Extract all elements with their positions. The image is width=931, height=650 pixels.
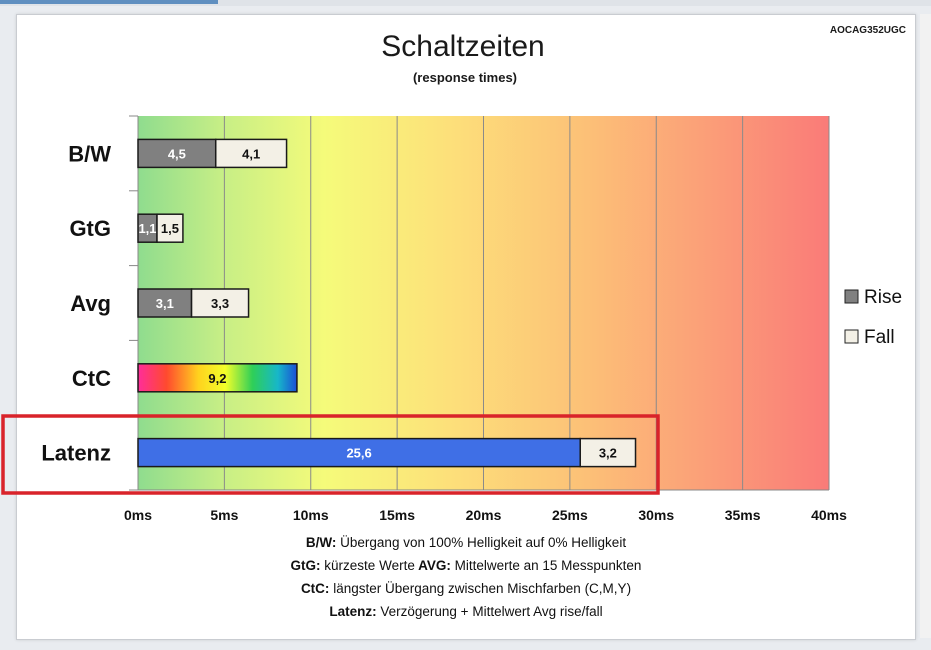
note-term: GtG: <box>291 558 321 573</box>
note-text: Übergang von 100% Helligkeit auf 0% Hell… <box>336 535 626 550</box>
note-term: Latenz: <box>329 604 376 619</box>
x-tick-label: 40ms <box>811 507 847 523</box>
x-tick-labels: 0ms 5ms 10ms 15ms 20ms 25ms 30ms 35ms 40ms <box>124 507 847 523</box>
x-tick-label: 30ms <box>638 507 674 523</box>
explanation-notes: B/W: Übergang von 100% Helligkeit auf 0%… <box>291 535 642 619</box>
bar-value-label: 3,3 <box>211 296 229 311</box>
x-tick-label: 25ms <box>552 507 588 523</box>
latenz-highlight-box <box>1 414 660 495</box>
bar-value-label: 1,5 <box>161 221 179 236</box>
x-tick-label: 10ms <box>293 507 329 523</box>
bar-segment <box>579 437 637 468</box>
category-label: GtG <box>69 216 111 241</box>
x-tick-label: 15ms <box>379 507 415 523</box>
note-text: längster Übergang zwischen Mischfarben (… <box>329 581 631 596</box>
chart-subtitle: (response times) <box>413 70 517 85</box>
note-line: B/W: Übergang von 100% Helligkeit auf 0%… <box>306 535 626 550</box>
window-edge <box>920 14 931 638</box>
category-labels: B/W GtG Avg CtC Latenz <box>41 141 111 465</box>
grid-lines <box>223 116 830 490</box>
note-term: AVG: <box>415 558 451 573</box>
bar-segment <box>137 363 298 393</box>
category-label: Avg <box>70 291 111 316</box>
note-line: Latenz: Verzögerung + Mittelwert Avg ris… <box>329 604 602 619</box>
note-term: CtC: <box>301 581 330 596</box>
legend-fall-label: Fall <box>864 327 895 348</box>
bar-value-label: 3,1 <box>156 296 174 311</box>
bar-segment <box>214 138 288 169</box>
note-line: CtC: längster Übergang zwischen Mischfar… <box>301 581 631 596</box>
bar-value-label: 3,2 <box>599 446 617 461</box>
bar-value-label: 25,6 <box>346 446 371 461</box>
x-tick-label: 35ms <box>725 507 761 523</box>
x-tick-label: 0ms <box>124 507 152 523</box>
legend-fall-swatch <box>844 329 859 344</box>
note-text: Mittelwerte an 15 Messpunkten <box>451 558 642 573</box>
note-text: Verzögerung + Mittelwert Avg rise/fall <box>377 604 603 619</box>
bar-value-label: 9,2 <box>208 371 226 386</box>
legend: Rise Fall <box>844 287 902 348</box>
x-tick-label: 20ms <box>466 507 502 523</box>
bars: 4,5 4,1 1,1 1,5 3,1 3,3 9,2 25,6 3,2 <box>137 138 637 468</box>
note-line: GtG: kürzeste Werte AVG: Mittelwerte an … <box>291 558 642 573</box>
note-text: kürzeste Werte <box>321 558 415 573</box>
category-label: Latenz <box>41 441 111 466</box>
bar-value-label: 4,5 <box>168 146 186 161</box>
bar-segment <box>190 288 250 318</box>
top-strip <box>0 0 931 6</box>
active-tab-indicator <box>0 0 218 4</box>
chart-title: Schaltzeiten <box>381 30 544 63</box>
bar-value-label: 1,1 <box>138 221 156 236</box>
note-term: B/W: <box>306 535 337 550</box>
category-label: B/W <box>68 141 111 166</box>
monitor-model-code: AOCAG352UGC <box>830 25 906 36</box>
legend-rise-label: Rise <box>864 287 902 308</box>
x-tick-label: 5ms <box>210 507 238 523</box>
bar-value-label: 4,1 <box>242 146 260 161</box>
legend-rise-swatch <box>844 289 859 304</box>
bar-segment <box>156 213 184 243</box>
category-label: CtC <box>72 366 111 391</box>
